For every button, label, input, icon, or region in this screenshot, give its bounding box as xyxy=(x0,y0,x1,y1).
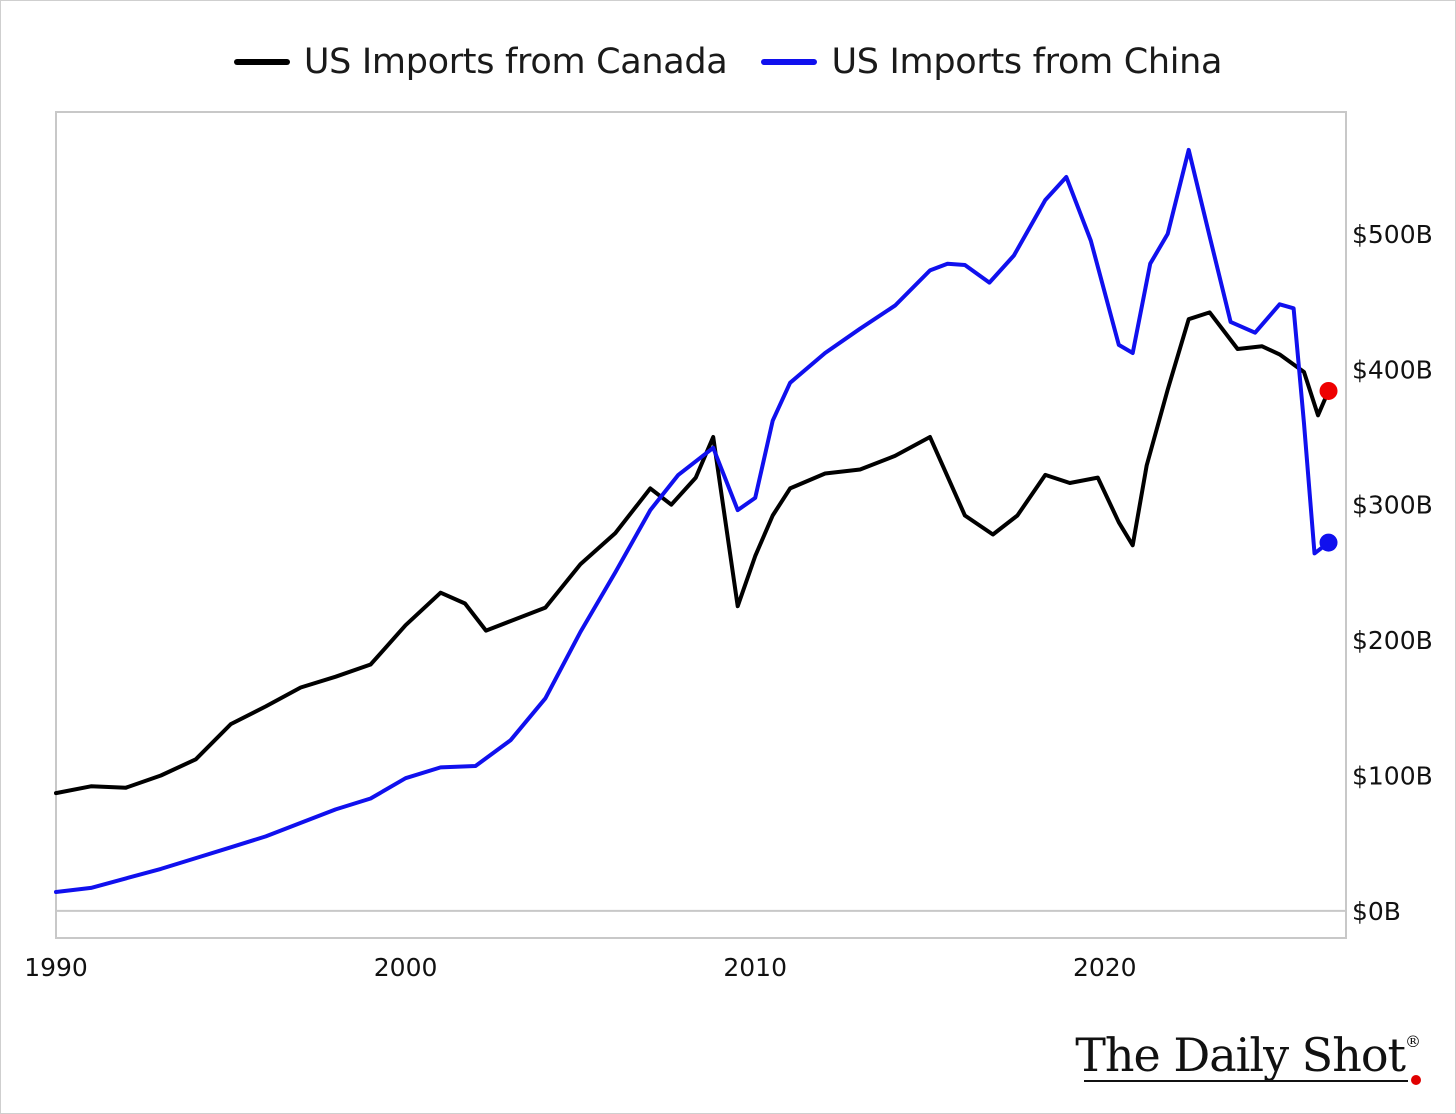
y-tick-label: $200B xyxy=(1352,626,1433,655)
x-axis-ticks: 1990 2000 2010 2020 xyxy=(24,953,1136,982)
series-line-china xyxy=(54,147,1331,894)
y-tick-label: $0B xyxy=(1352,897,1401,926)
y-tick-label: $500B xyxy=(1352,220,1433,249)
y-tick-label: $100B xyxy=(1352,762,1433,791)
y-axis-ticks: $0B $100B $200B $300B $400B $500B xyxy=(1352,220,1433,926)
legend-item-china: US Imports from China xyxy=(761,42,1222,82)
y-tick-label: $300B xyxy=(1352,491,1433,520)
legend-item-canada: US Imports from Canada xyxy=(233,42,728,82)
series-line-canada xyxy=(54,310,1331,796)
end-markers xyxy=(1319,381,1338,552)
plot-area-border xyxy=(55,111,1347,939)
legend-label-canada: US Imports from Canada xyxy=(303,42,728,82)
x-tick-label: 2020 xyxy=(1073,953,1137,982)
legend: US Imports from Canada US Imports from C… xyxy=(0,38,1456,86)
brand-name: The Daily Shot xyxy=(1075,1028,1406,1082)
brand-underline xyxy=(1084,1080,1408,1082)
series-layer xyxy=(54,147,1331,894)
brand-logo: The Daily Shot® xyxy=(1075,1028,1421,1082)
brand-dot xyxy=(1411,1075,1421,1085)
end-marker-canada xyxy=(1319,381,1338,400)
legend-swatch-canada xyxy=(233,59,290,65)
brand-registered-mark: ® xyxy=(1405,1032,1421,1051)
legend-label-china: US Imports from China xyxy=(831,42,1223,82)
legend-swatch-china xyxy=(761,59,818,65)
y-tick-label: $400B xyxy=(1352,355,1433,384)
end-marker-china xyxy=(1319,533,1338,552)
x-tick-label: 2000 xyxy=(374,953,438,982)
x-tick-label: 2010 xyxy=(723,953,787,982)
x-tick-label: 1990 xyxy=(24,953,88,982)
